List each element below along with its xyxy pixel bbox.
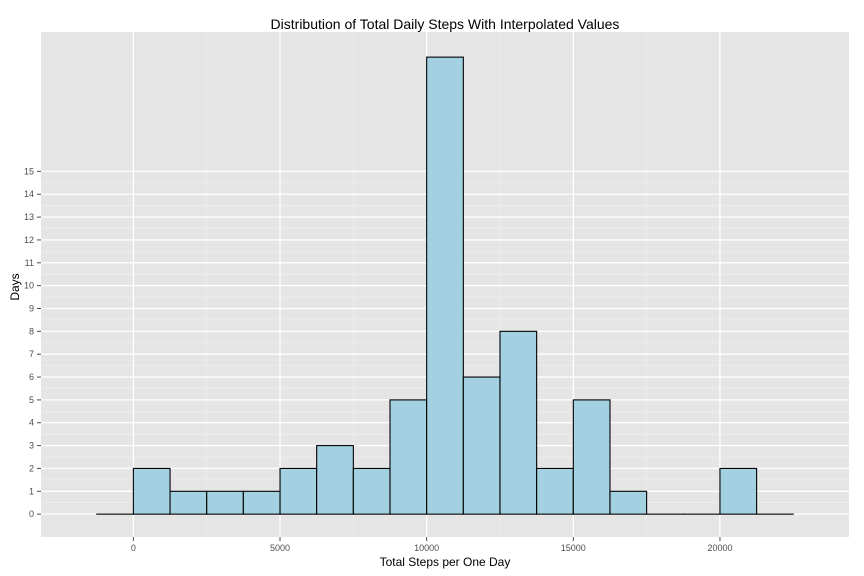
histogram-bar xyxy=(132,467,171,515)
histogram-bar xyxy=(279,467,318,515)
y-tick-label: 2 xyxy=(29,463,34,473)
histogram-bar xyxy=(536,467,574,515)
histogram-bar xyxy=(609,490,648,515)
y-tick-label: 6 xyxy=(29,372,34,382)
y-tick-label: 8 xyxy=(29,326,34,336)
y-tick-label: 11 xyxy=(25,258,34,268)
x-tick-label: 15000 xyxy=(561,543,586,553)
y-tick-label: 1 xyxy=(29,486,34,496)
histogram-bar xyxy=(316,445,354,515)
y-tick-label: 12 xyxy=(24,235,34,245)
x-tick-label: 20000 xyxy=(707,543,732,553)
y-tick-label: 0 xyxy=(29,509,34,519)
x-axis-title: Total Steps per One Day xyxy=(380,555,511,569)
histogram-bar xyxy=(389,399,428,515)
plot-panel: 0 5000 10000 15000 2000001234567891011121314… xyxy=(24,32,849,553)
histogram-bar xyxy=(499,330,538,515)
y-tick-label: 4 xyxy=(29,418,34,428)
y-tick-label: 13 xyxy=(24,212,34,222)
y-tick-label: 10 xyxy=(24,281,34,291)
x-tick-label: 10000 xyxy=(414,543,439,553)
histogram-bar xyxy=(462,376,501,515)
histogram-bar xyxy=(572,399,611,515)
y-tick-label: 14 xyxy=(24,189,34,199)
x-tick-label: 0 xyxy=(131,543,136,553)
histogram-bar xyxy=(242,490,281,515)
chart-title: Distribution of Total Daily Steps With I… xyxy=(271,16,620,32)
histogram-bar xyxy=(169,490,208,515)
y-tick-label: 9 xyxy=(29,303,34,313)
y-axis-title: Days xyxy=(8,273,22,300)
y-tick-label: 15 xyxy=(24,166,34,176)
y-tick-label: 3 xyxy=(29,441,34,451)
y-tick-label: 5 xyxy=(29,395,34,405)
histogram-bar xyxy=(206,490,244,515)
histogram-bar xyxy=(719,467,758,515)
x-tick-label: 5000 xyxy=(270,543,290,553)
y-tick-label: 7 xyxy=(29,349,34,359)
histogram-bar xyxy=(352,467,391,515)
histogram-bar xyxy=(426,56,464,515)
